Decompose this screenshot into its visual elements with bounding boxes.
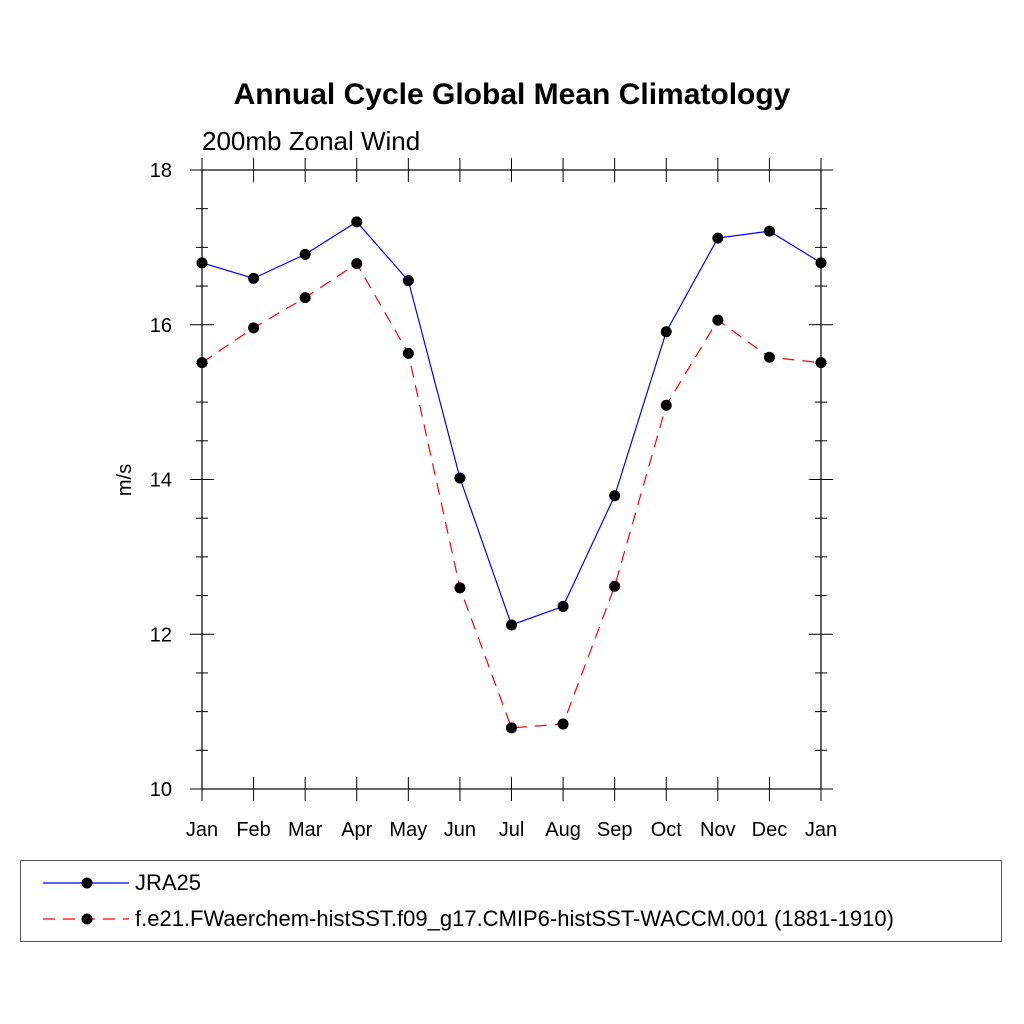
x-tick-label: Oct: [651, 819, 683, 841]
y-tick-label: 10: [150, 779, 172, 801]
legend-swatch-jra25: [43, 877, 129, 889]
series-1-point: [248, 272, 260, 284]
series-1-point: [351, 216, 363, 228]
series-1-point: [402, 275, 414, 287]
series-1-point: [506, 619, 517, 631]
x-tick-label: May: [389, 819, 427, 841]
series-2-point: [815, 357, 827, 369]
x-tick-label: Jun: [444, 819, 476, 841]
axes-layer: Jan Feb Mar Apr May Jun Jul Aug Sep Oct Nov Dec Jan 1…: [150, 158, 837, 841]
legend-label-waccm: f.e21.FWaerchem-histSST.f09_g17.CMIP6-hi…: [135, 906, 894, 931]
x-tick-label: Apr: [341, 819, 372, 841]
series-1-point: [763, 225, 775, 237]
x-tick-label: Jan: [805, 819, 837, 841]
y-tick-label: 12: [150, 624, 172, 646]
legend-label-jra25: JRA25: [135, 870, 202, 895]
series-2-point: [712, 314, 724, 326]
series-1-point: [660, 326, 672, 338]
chart-title: Annual Cycle Global Mean Climatology: [234, 78, 791, 111]
x-tick-label: Jan: [186, 819, 218, 841]
series-2-point: [506, 722, 517, 734]
legend-item-waccm: f.e21.FWaerchem-histSST.f09_g17.CMIP6-hi…: [21, 903, 1001, 935]
series-1-point: [299, 248, 311, 260]
series-1-point: [196, 257, 208, 269]
y-tick-label: 18: [150, 160, 172, 182]
legend-item-jra25: JRA25: [21, 867, 1001, 899]
y-axis-label: m/s: [114, 464, 136, 496]
series-1-point: [815, 257, 827, 269]
x-tick-label: Sep: [597, 819, 633, 841]
y-tick-label: 14: [150, 470, 172, 492]
x-tick-label: Feb: [236, 819, 270, 841]
series-2-point: [454, 582, 466, 594]
series-2-point: [248, 322, 260, 334]
chart-subtitle: 200mb Zonal Wind: [202, 126, 420, 156]
legend-swatch-waccm: [43, 913, 129, 925]
x-tick-label: Dec: [752, 819, 788, 841]
y-tick-label: 16: [150, 315, 172, 337]
series-2-point: [351, 258, 363, 270]
series-2-point: [660, 399, 672, 411]
x-tick-label: Aug: [545, 819, 581, 841]
series-1-point: [712, 232, 724, 244]
series-2-point: [609, 580, 621, 592]
series-line-1: [201, 221, 822, 626]
series-2-point: [402, 347, 414, 359]
series-2-point: [299, 292, 311, 304]
legend: JRA25 f.e21.FWaerchem-histSST.f09_g17.CM…: [20, 860, 1002, 942]
series-1-point: [557, 600, 569, 612]
series-2-point: [557, 718, 569, 730]
series-2-point: [763, 351, 775, 363]
series-line-2: [201, 262, 822, 729]
series-2-point: [196, 357, 208, 369]
x-tick-label: Nov: [700, 819, 736, 841]
x-tick-label: Mar: [288, 819, 323, 841]
series-1-point: [609, 490, 621, 502]
series-layer: [196, 216, 827, 734]
x-tick-label: Jul: [499, 819, 525, 841]
series-1-point: [454, 472, 466, 484]
plot-frame: [201, 169, 822, 790]
